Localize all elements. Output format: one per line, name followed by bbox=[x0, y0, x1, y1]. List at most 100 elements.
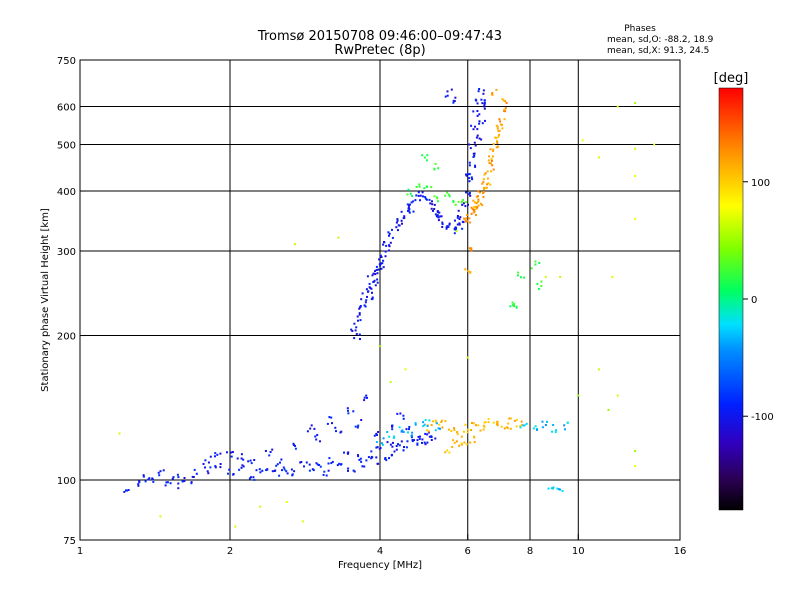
data-point bbox=[350, 328, 353, 331]
data-point bbox=[475, 424, 477, 427]
data-point bbox=[364, 305, 367, 308]
data-point bbox=[501, 98, 504, 101]
data-point bbox=[266, 468, 269, 471]
data-point bbox=[397, 443, 399, 446]
data-point bbox=[453, 441, 456, 444]
data-point bbox=[454, 203, 457, 206]
data-point bbox=[456, 433, 459, 436]
data-point bbox=[454, 228, 457, 231]
data-point bbox=[359, 457, 362, 460]
data-point bbox=[359, 338, 361, 340]
data-point bbox=[446, 94, 449, 97]
data-point bbox=[454, 219, 456, 222]
data-point bbox=[202, 463, 205, 465]
data-point bbox=[520, 420, 523, 423]
data-point bbox=[347, 467, 350, 470]
data-point bbox=[347, 412, 350, 415]
data-point bbox=[536, 428, 538, 431]
data-point bbox=[426, 441, 429, 444]
data-point bbox=[242, 465, 245, 468]
data-point bbox=[318, 464, 321, 466]
data-point bbox=[283, 468, 286, 471]
data-point bbox=[437, 219, 440, 222]
data-point bbox=[400, 210, 403, 213]
data-point bbox=[371, 296, 374, 299]
data-point bbox=[513, 419, 516, 422]
data-point bbox=[425, 159, 428, 162]
data-point bbox=[387, 231, 390, 234]
data-point bbox=[259, 505, 262, 508]
data-point bbox=[484, 421, 487, 424]
data-point bbox=[407, 431, 409, 434]
data-point bbox=[382, 266, 385, 269]
data-point bbox=[311, 468, 314, 471]
data-point bbox=[410, 436, 413, 439]
data-point bbox=[403, 216, 406, 219]
data-point bbox=[382, 437, 385, 440]
data-point bbox=[271, 470, 274, 473]
data-point bbox=[498, 133, 500, 136]
data-point bbox=[446, 191, 449, 194]
data-point bbox=[412, 200, 415, 203]
data-point bbox=[577, 394, 580, 397]
data-point bbox=[278, 474, 281, 477]
data-point bbox=[468, 180, 471, 183]
data-point bbox=[534, 263, 537, 266]
data-point bbox=[375, 446, 378, 449]
data-point bbox=[479, 429, 482, 432]
data-point bbox=[365, 299, 368, 302]
data-point bbox=[491, 164, 494, 167]
data-point bbox=[477, 199, 480, 202]
data-point bbox=[214, 455, 216, 458]
data-point bbox=[480, 98, 483, 101]
data-point bbox=[551, 430, 553, 433]
data-point bbox=[436, 214, 439, 217]
data-point bbox=[375, 269, 378, 271]
data-point bbox=[465, 173, 467, 176]
data-point bbox=[405, 446, 408, 449]
x-tick-label: 4 bbox=[377, 546, 383, 557]
data-point bbox=[483, 188, 486, 191]
data-point bbox=[438, 211, 441, 214]
data-point bbox=[416, 443, 419, 446]
data-point bbox=[248, 477, 251, 480]
data-point bbox=[269, 451, 272, 453]
data-point bbox=[481, 122, 484, 125]
data-point bbox=[563, 424, 566, 427]
data-point bbox=[471, 208, 474, 211]
data-point bbox=[503, 108, 506, 111]
data-point bbox=[392, 441, 394, 444]
data-point bbox=[433, 168, 436, 171]
data-point bbox=[347, 452, 349, 455]
y-tick-label: 400 bbox=[57, 187, 76, 198]
data-point bbox=[352, 410, 355, 413]
data-point bbox=[407, 206, 410, 209]
data-point bbox=[476, 102, 479, 105]
data-point bbox=[462, 430, 465, 433]
data-point bbox=[482, 424, 485, 427]
data-point bbox=[193, 468, 196, 471]
data-point bbox=[520, 423, 523, 426]
data-point bbox=[504, 100, 507, 103]
data-point bbox=[474, 201, 476, 204]
data-point bbox=[216, 453, 219, 456]
data-point bbox=[482, 192, 485, 195]
data-point bbox=[475, 202, 478, 205]
data-point bbox=[417, 191, 420, 194]
data-point bbox=[379, 264, 382, 267]
data-point bbox=[419, 199, 421, 202]
data-point bbox=[509, 427, 512, 430]
data-point bbox=[653, 143, 656, 146]
data-point bbox=[358, 458, 361, 461]
data-point bbox=[418, 437, 421, 440]
data-point bbox=[405, 428, 408, 431]
data-point bbox=[166, 481, 169, 484]
data-point bbox=[474, 165, 477, 168]
data-point bbox=[360, 460, 363, 463]
data-point bbox=[458, 444, 461, 447]
axis-ticks: 1 2 4 6 8 10 16 75 100 200 300 400 500 600 750 bbox=[57, 56, 686, 557]
data-point bbox=[426, 425, 429, 427]
data-point bbox=[547, 487, 550, 490]
data-point bbox=[515, 425, 518, 428]
data-point bbox=[452, 101, 455, 104]
